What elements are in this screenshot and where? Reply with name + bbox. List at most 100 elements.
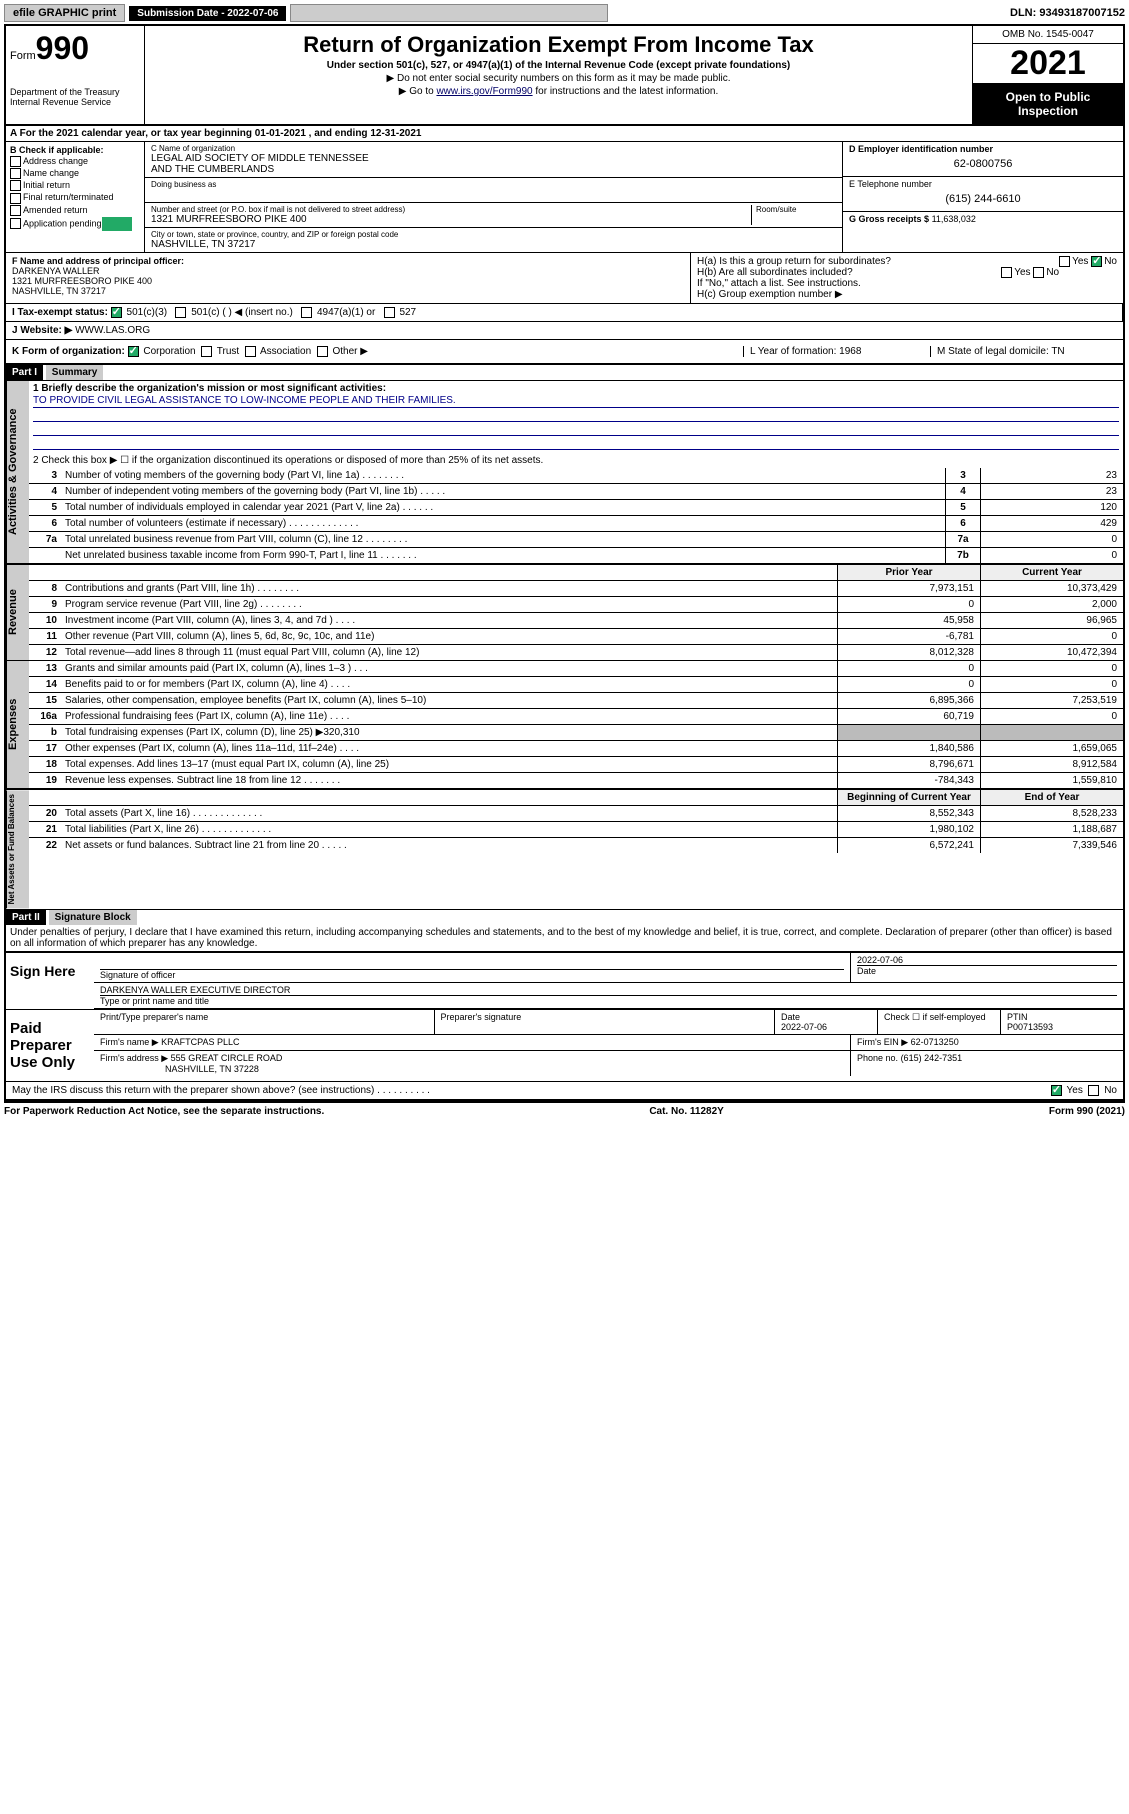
current-year-header: Current Year <box>980 565 1123 580</box>
b-item: Final return/terminated <box>10 192 140 203</box>
org-city: NASHVILLE, TN 37217 <box>151 239 836 250</box>
end-year-header: End of Year <box>980 790 1123 805</box>
date-label: Date <box>857 965 1117 976</box>
may-discuss-text: May the IRS discuss this return with the… <box>12 1085 430 1096</box>
table-row: 3Number of voting members of the governi… <box>29 468 1123 484</box>
hb-note: If "No," attach a list. See instructions… <box>697 278 1117 289</box>
b-item: Amended return <box>10 205 140 216</box>
declaration-text: Under penalties of perjury, I declare th… <box>6 925 1123 953</box>
note-ssn: ▶ Do not enter social security numbers o… <box>153 73 964 84</box>
sign-date: 2022-07-06 <box>857 955 1117 965</box>
table-row: 8Contributions and grants (Part VIII, li… <box>29 581 1123 597</box>
g-label: G Gross receipts $ <box>849 214 929 224</box>
part2-badge: Part II <box>6 910 46 925</box>
form-title: Return of Organization Exempt From Incom… <box>153 32 964 58</box>
table-row: 13Grants and similar amounts paid (Part … <box>29 661 1123 677</box>
part1-header-row: Part I Summary <box>6 365 1123 380</box>
checkbox-icon[interactable] <box>10 218 21 229</box>
checkbox-icon[interactable] <box>10 168 21 179</box>
checkbox-icon[interactable] <box>10 156 21 167</box>
form-ref: Form 990 (2021) <box>1049 1106 1125 1117</box>
m-state: M State of legal domicile: TN <box>930 346 1117 357</box>
table-row: 19Revenue less expenses. Subtract line 1… <box>29 773 1123 788</box>
top-toolbar: efile GRAPHIC print Submission Date - 20… <box>4 4 1125 22</box>
b-item: Initial return <box>10 180 140 191</box>
header-right: OMB No. 1545-0047 2021 Open to Public In… <box>972 26 1123 124</box>
b-item: Address change <box>10 156 140 167</box>
rev-lines-table: 8Contributions and grants (Part VIII, li… <box>29 581 1123 660</box>
exp-section: Expenses 13Grants and similar amounts pa… <box>6 660 1123 788</box>
row-i: I Tax-exempt status: 501(c)(3) 501(c) ( … <box>6 304 1123 322</box>
row-j: J Website: ▶ WWW.LAS.ORG <box>6 322 1123 340</box>
firm-ein-label: Firm's EIN ▶ <box>857 1037 908 1047</box>
c-name-label: C Name of organization <box>151 144 836 153</box>
rev-header: Prior Year Current Year <box>29 565 1123 581</box>
line1: 1 Briefly describe the organization's mi… <box>29 381 1123 453</box>
checkbox-icon[interactable] <box>384 307 395 318</box>
vtab-netassets: Net Assets or Fund Balances <box>6 790 29 908</box>
tax-year: 2021 <box>973 44 1123 84</box>
checkbox-icon[interactable] <box>1001 267 1012 278</box>
checkbox-icon[interactable] <box>317 346 328 357</box>
col-c: C Name of organization LEGAL AID SOCIETY… <box>145 142 843 252</box>
firm-addr-label: Firm's address ▶ <box>100 1053 168 1063</box>
name-label: Type or print name and title <box>100 995 1117 1006</box>
ein-value: 62-0800756 <box>849 154 1117 174</box>
submission-date: Submission Date - 2022-07-06 <box>129 6 286 21</box>
hc-label: H(c) Group exemption number ▶ <box>697 289 1117 300</box>
d-label: D Employer identification number <box>849 144 1117 154</box>
omb-number: OMB No. 1545-0047 <box>973 26 1123 44</box>
rev-section: Revenue Prior Year Current Year 8Contrib… <box>6 563 1123 660</box>
gross-receipts: 11,638,032 <box>932 214 976 224</box>
checkbox-icon[interactable] <box>175 307 186 318</box>
part1-badge: Part I <box>6 365 43 380</box>
checkbox-icon[interactable] <box>10 180 21 191</box>
checkbox-icon[interactable] <box>245 346 256 357</box>
hb-label: H(b) Are all subordinates included? <box>697 267 853 278</box>
table-row: 18Total expenses. Add lines 13–17 (must … <box>29 757 1123 773</box>
checkbox-icon[interactable] <box>10 193 21 204</box>
part2-title: Signature Block <box>49 910 137 925</box>
checkbox-checked-icon[interactable] <box>1051 1085 1062 1096</box>
l-year: L Year of formation: 1968 <box>743 346 930 357</box>
col-de: D Employer identification number 62-0800… <box>843 142 1123 252</box>
ha-label: H(a) Is this a group return for subordin… <box>697 256 891 267</box>
note2-post: for instructions and the latest informat… <box>533 86 719 97</box>
checkbox-checked-icon[interactable] <box>1091 256 1102 267</box>
header-center: Return of Organization Exempt From Incom… <box>145 26 972 124</box>
dln-label: DLN: 93493187007152 <box>1010 7 1125 19</box>
checkbox-icon[interactable] <box>10 205 21 216</box>
form-word: Form <box>10 50 36 62</box>
firm-addr1: 555 GREAT CIRCLE ROAD <box>171 1053 283 1063</box>
table-row: 4Number of independent voting members of… <box>29 484 1123 500</box>
efile-button[interactable]: efile GRAPHIC print <box>4 4 125 22</box>
addr-label: Number and street (or P.O. box if mail i… <box>151 205 751 214</box>
table-row: 22Net assets or fund balances. Subtract … <box>29 838 1123 853</box>
checkbox-icon[interactable] <box>1033 267 1044 278</box>
firm-name: KRAFTCPAS PLLC <box>161 1037 239 1047</box>
row-a: A For the 2021 calendar year, or tax yea… <box>6 126 1123 142</box>
table-row: 5Total number of individuals employed in… <box>29 500 1123 516</box>
checkbox-icon[interactable] <box>201 346 212 357</box>
note-link: ▶ Go to www.irs.gov/Form990 for instruct… <box>153 86 964 97</box>
gov-lines-table: 3Number of voting members of the governi… <box>29 468 1123 563</box>
ptin-h: PTIN <box>1007 1012 1028 1022</box>
table-row: 21Total liabilities (Part X, line 26) . … <box>29 822 1123 838</box>
checkbox-checked-icon[interactable] <box>111 307 122 318</box>
checkbox-icon[interactable] <box>1088 1085 1099 1096</box>
k-label: K Form of organization: <box>12 346 125 357</box>
checkbox-checked-icon[interactable] <box>128 346 139 357</box>
checkbox-icon[interactable] <box>301 307 312 318</box>
table-row: Net unrelated business taxable income fr… <box>29 548 1123 563</box>
vtab-governance: Activities & Governance <box>6 381 29 563</box>
table-row: 16aProfessional fundraising fees (Part I… <box>29 709 1123 725</box>
table-row: 20Total assets (Part X, line 16) . . . .… <box>29 806 1123 822</box>
table-row: 12Total revenue—add lines 8 through 11 (… <box>29 645 1123 660</box>
org-address: 1321 MURFREESBORO PIKE 400 <box>151 214 751 225</box>
checkbox-icon[interactable] <box>1059 256 1070 267</box>
na-lines-table: 20Total assets (Part X, line 16) . . . .… <box>29 806 1123 853</box>
section-bcd: B Check if applicable: Address change Na… <box>6 142 1123 253</box>
irs-link[interactable]: www.irs.gov/Form990 <box>436 86 532 97</box>
room-label: Room/suite <box>756 205 836 214</box>
sign-here-row: Sign Here Signature of officer 2022-07-0… <box>6 953 1123 1010</box>
